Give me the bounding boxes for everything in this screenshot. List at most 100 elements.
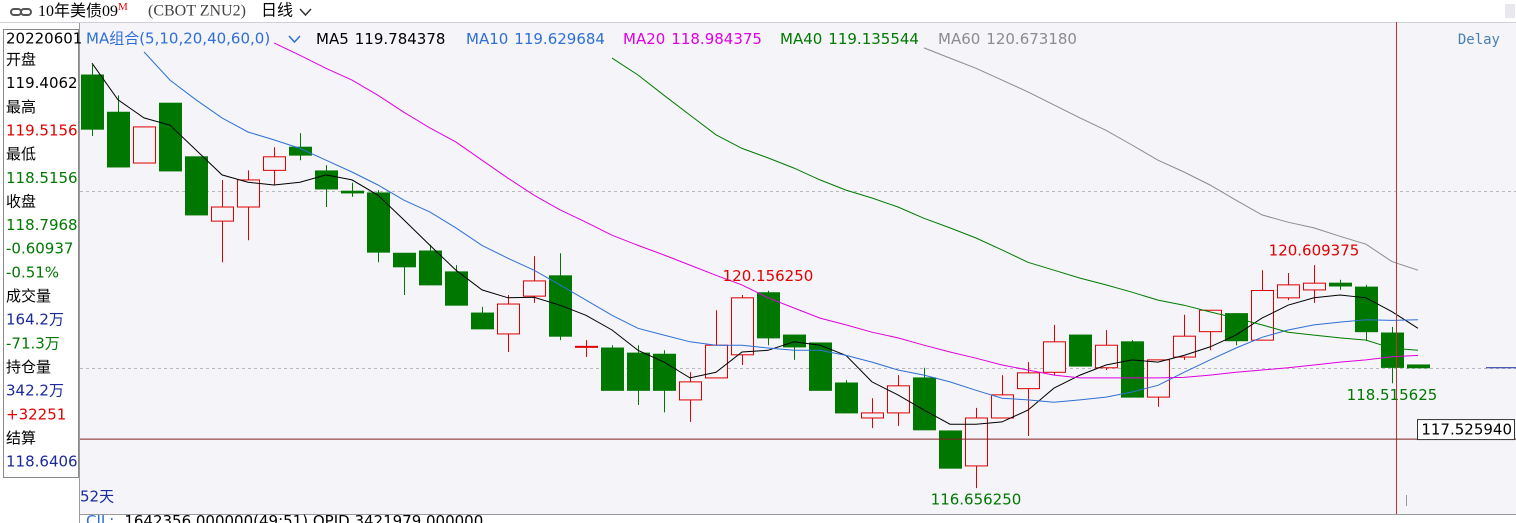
legend-name: MA5 bbox=[316, 30, 349, 48]
candle-body bbox=[107, 111, 130, 168]
info-item: 持仓量 bbox=[6, 358, 51, 376]
candle-body bbox=[575, 345, 598, 348]
candle-body bbox=[991, 394, 1014, 419]
info-item: 118.5156 bbox=[6, 169, 78, 187]
candle-body bbox=[81, 74, 104, 130]
candle-body bbox=[1043, 341, 1066, 373]
ma-line bbox=[143, 51, 1419, 403]
candle-body bbox=[757, 292, 780, 339]
info-item: 最高 bbox=[6, 98, 36, 116]
info-item: -0.60937 bbox=[6, 240, 73, 258]
candle-body bbox=[1173, 335, 1196, 358]
legend-entry: MA10 119.629684 bbox=[466, 30, 605, 48]
candle-body bbox=[653, 353, 676, 391]
footer-label: CJL: bbox=[86, 512, 114, 523]
info-item: +32251 bbox=[6, 405, 66, 423]
info-date: 20220601 bbox=[6, 30, 82, 48]
candle-body bbox=[263, 156, 286, 171]
candle-body bbox=[705, 344, 728, 379]
ma-line bbox=[611, 57, 1419, 351]
indicator-selector[interactable]: MA组合(5,10,20,40,60,0) bbox=[86, 30, 270, 48]
legend-entry: MA5 119.784378 bbox=[316, 30, 445, 48]
candle-body bbox=[367, 192, 390, 253]
extreme-label: 116.656250 bbox=[931, 491, 1022, 509]
candle-body bbox=[159, 102, 182, 172]
info-item: 118.7968 bbox=[6, 216, 78, 234]
delay-status: Delay bbox=[1458, 32, 1500, 48]
symbol-code: (CBOT ZNU2) bbox=[148, 3, 246, 20]
info-item: 118.6406 bbox=[6, 453, 78, 471]
plot: 120.156250 116.656250 120.609375 118.515625… bbox=[80, 22, 1516, 523]
candle-body bbox=[1199, 309, 1222, 333]
candle-body bbox=[679, 381, 702, 401]
info-item: 最低 bbox=[6, 145, 36, 163]
candle-body bbox=[471, 312, 494, 330]
candle-body bbox=[1121, 341, 1144, 398]
candle-body bbox=[627, 352, 650, 391]
info-panel-bg bbox=[0, 23, 79, 523]
ma-line bbox=[273, 42, 1419, 379]
legend-entry: MA60 120.673180 bbox=[938, 30, 1077, 48]
candle-body bbox=[1095, 344, 1118, 369]
legend-entry: MA40 119.135544 bbox=[780, 30, 919, 48]
crosshair-value: 117.525940 bbox=[1421, 421, 1512, 439]
ma-line bbox=[91, 62, 1419, 425]
symbol-title[interactable]: 10年美债09M bbox=[38, 1, 128, 20]
title-sup: M bbox=[118, 1, 128, 13]
info-item: 成交量 bbox=[6, 287, 51, 305]
footer: CJL: 1642356.000000(49:51) OPID 3421979.0… bbox=[86, 512, 483, 523]
legend-name: MA20 bbox=[623, 30, 665, 48]
link-icon[interactable] bbox=[10, 8, 32, 16]
candle-body bbox=[393, 252, 416, 268]
top-bar bbox=[0, 0, 1516, 22]
legend-name: MA40 bbox=[780, 30, 822, 48]
candle-body bbox=[1017, 372, 1040, 390]
candle-body bbox=[237, 179, 260, 208]
candle-body bbox=[1069, 334, 1092, 367]
legend-name: MA60 bbox=[938, 30, 980, 48]
legend-name: MA10 bbox=[466, 30, 508, 48]
candle-body bbox=[497, 303, 520, 335]
candle-body bbox=[1355, 286, 1378, 333]
candle-body bbox=[835, 382, 858, 414]
period-chevron[interactable] bbox=[299, 8, 312, 17]
candle-body bbox=[341, 190, 364, 194]
candle-body bbox=[1225, 313, 1248, 342]
info-item: 119.4062 bbox=[6, 74, 78, 92]
candle-body bbox=[315, 170, 338, 190]
candle-body bbox=[913, 377, 936, 431]
candle-body bbox=[1251, 289, 1274, 341]
candle-body bbox=[523, 280, 546, 297]
candle-body bbox=[861, 412, 884, 419]
extreme-label: 120.609375 bbox=[1269, 242, 1360, 260]
candle-body bbox=[445, 271, 468, 306]
legend: MA5 119.784378 MA10 119.629684 MA20 118.98437… bbox=[316, 30, 1077, 48]
candle-body bbox=[185, 156, 208, 216]
candle-body bbox=[965, 417, 988, 467]
candle-body bbox=[211, 206, 234, 222]
candle-body bbox=[1147, 359, 1170, 398]
legend-value: 118.984375 bbox=[671, 30, 762, 48]
info-items: 开盘 119.4062 最高 119.5156 最低 118.5156 收盘 118.7968… bbox=[6, 51, 78, 471]
info-item: -0.51% bbox=[6, 263, 59, 281]
candle-body bbox=[1277, 284, 1300, 299]
candle-body bbox=[783, 334, 806, 348]
candle-body bbox=[1303, 282, 1326, 291]
title: 10年美债09 bbox=[38, 2, 118, 20]
crosshair-value-box bbox=[1417, 419, 1515, 441]
legend-value: 120.673180 bbox=[986, 30, 1077, 48]
info-item: 119.5156 bbox=[6, 121, 78, 139]
legend-value: 119.135544 bbox=[828, 30, 919, 48]
candle-body bbox=[549, 275, 572, 337]
indicator-chevron[interactable] bbox=[288, 35, 301, 44]
ma-line bbox=[923, 47, 1419, 271]
info-item: 164.2万 bbox=[6, 311, 64, 329]
scroll-stub bbox=[1505, 4, 1515, 18]
candle-body bbox=[939, 430, 962, 469]
candle-body bbox=[133, 126, 156, 164]
legend-entry: MA20 118.984375 bbox=[623, 30, 762, 48]
sub-panel bbox=[80, 515, 1516, 523]
candle-body bbox=[419, 250, 442, 286]
footer-text: 1642356.000000(49:51) OPID 3421979.00000… bbox=[124, 512, 483, 523]
period[interactable]: 日线 bbox=[261, 2, 293, 20]
